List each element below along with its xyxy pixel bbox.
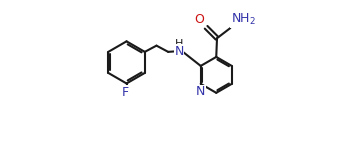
Text: F: F: [122, 85, 129, 99]
Text: NH$_2$: NH$_2$: [231, 12, 256, 27]
Text: N: N: [196, 85, 206, 98]
Text: N: N: [174, 45, 184, 58]
Text: H: H: [175, 39, 183, 49]
Text: O: O: [195, 13, 205, 26]
